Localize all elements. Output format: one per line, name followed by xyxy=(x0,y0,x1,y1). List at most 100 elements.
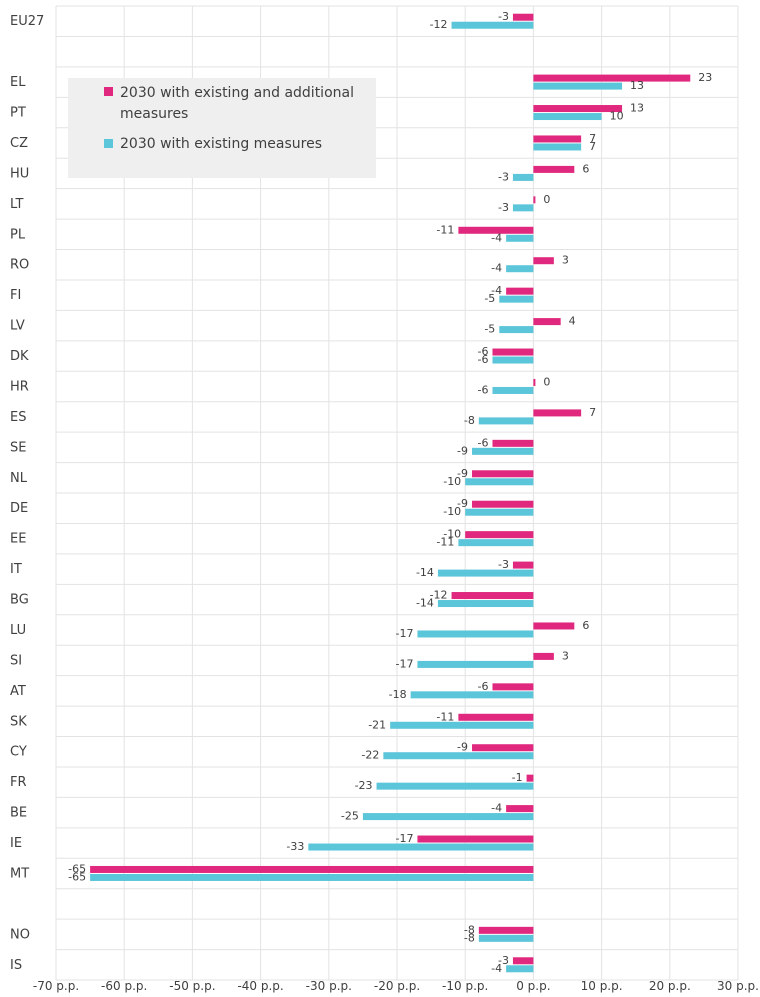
data-label: 4 xyxy=(569,315,576,328)
bar xyxy=(417,660,534,668)
category-label: FR xyxy=(10,775,27,790)
data-label: -6 xyxy=(478,353,489,366)
category-label: AT xyxy=(10,684,26,699)
data-label: -11 xyxy=(436,536,454,549)
category-label: SK xyxy=(10,714,27,729)
legend-box xyxy=(68,78,376,178)
category-label: RO xyxy=(10,258,29,273)
data-label: -14 xyxy=(416,566,434,579)
data-label: -1 xyxy=(512,771,523,784)
bar xyxy=(472,744,534,752)
bar xyxy=(458,539,534,547)
category-label: FI xyxy=(10,288,21,303)
category-label: SE xyxy=(10,440,26,455)
category-label: EE xyxy=(10,532,26,547)
bar xyxy=(533,105,623,113)
category-label: MT xyxy=(10,866,29,881)
data-label: -12 xyxy=(430,18,448,31)
bar xyxy=(512,957,534,965)
x-tick-label: -60 p.p. xyxy=(101,979,147,993)
data-label: -10 xyxy=(443,475,461,488)
data-label: -9 xyxy=(457,467,468,480)
data-label: 7 xyxy=(589,132,596,145)
bar xyxy=(472,470,534,478)
category-label: LV xyxy=(10,319,25,334)
bar xyxy=(533,622,575,630)
legend-swatch xyxy=(104,139,113,148)
bar xyxy=(465,478,534,486)
data-label: -4 xyxy=(491,231,502,244)
category-label: DE xyxy=(10,501,28,516)
bar xyxy=(308,843,534,851)
bar xyxy=(383,752,534,760)
data-label: -3 xyxy=(498,10,509,23)
legend-label: measures xyxy=(120,106,188,122)
data-label: -18 xyxy=(389,688,407,701)
category-label: ES xyxy=(10,410,26,425)
bar xyxy=(499,326,534,334)
data-label: -17 xyxy=(395,657,413,670)
category-label: PL xyxy=(10,227,26,242)
bar xyxy=(410,691,534,699)
category-label: BG xyxy=(10,593,29,608)
bar xyxy=(492,348,534,356)
category-label: BE xyxy=(10,806,27,821)
bar xyxy=(465,531,534,539)
bar xyxy=(506,234,534,242)
bar xyxy=(451,592,534,600)
bar xyxy=(533,318,561,326)
bar xyxy=(492,356,534,364)
bar xyxy=(506,287,534,295)
data-label: 7 xyxy=(589,406,596,419)
category-label: LU xyxy=(10,623,26,638)
bar xyxy=(533,196,536,204)
data-label: -9 xyxy=(457,741,468,754)
data-label: 6 xyxy=(582,619,589,632)
bar xyxy=(512,13,534,21)
data-label: -4 xyxy=(491,962,502,975)
x-tick-label: 30 p.p. xyxy=(717,979,759,993)
data-label: -10 xyxy=(443,528,461,541)
bar xyxy=(533,409,582,417)
category-label: IS xyxy=(10,958,22,973)
data-label: -22 xyxy=(361,749,379,762)
bar xyxy=(417,835,534,843)
bar xyxy=(376,782,534,790)
data-label: 7 xyxy=(589,140,596,153)
data-label: 3 xyxy=(562,254,569,267)
category-label: EU27 xyxy=(10,14,44,29)
legend-swatch xyxy=(104,87,113,96)
bar xyxy=(499,295,534,303)
data-label: 3 xyxy=(562,649,569,662)
data-label: -65 xyxy=(68,862,86,875)
bar xyxy=(390,721,534,729)
data-label: -6 xyxy=(478,436,489,449)
data-label: -10 xyxy=(443,505,461,518)
x-tick-label: 20 p.p. xyxy=(649,979,691,993)
bar xyxy=(506,805,534,813)
category-label: PT xyxy=(10,106,26,121)
data-label: -5 xyxy=(484,323,495,336)
category-label: NO xyxy=(10,927,30,942)
data-label: -4 xyxy=(491,262,502,275)
bar xyxy=(472,447,534,455)
data-label: -6 xyxy=(478,345,489,358)
category-label: NL xyxy=(10,471,28,486)
data-label: -33 xyxy=(286,840,304,853)
category-label: SI xyxy=(10,653,22,668)
data-label: -23 xyxy=(355,779,373,792)
bar xyxy=(533,74,691,82)
x-tick-label: -70 p.p. xyxy=(33,979,79,993)
bar xyxy=(362,813,534,821)
data-label: 13 xyxy=(630,79,644,92)
x-tick-label: -20 p.p. xyxy=(374,979,420,993)
bar xyxy=(465,508,534,516)
x-tick-label: -10 p.p. xyxy=(442,979,488,993)
data-label: 10 xyxy=(610,110,624,123)
bar xyxy=(533,82,623,90)
x-tick-label: -30 p.p. xyxy=(306,979,352,993)
bar xyxy=(478,934,534,942)
category-label: CY xyxy=(10,745,27,760)
data-label: -21 xyxy=(368,718,386,731)
